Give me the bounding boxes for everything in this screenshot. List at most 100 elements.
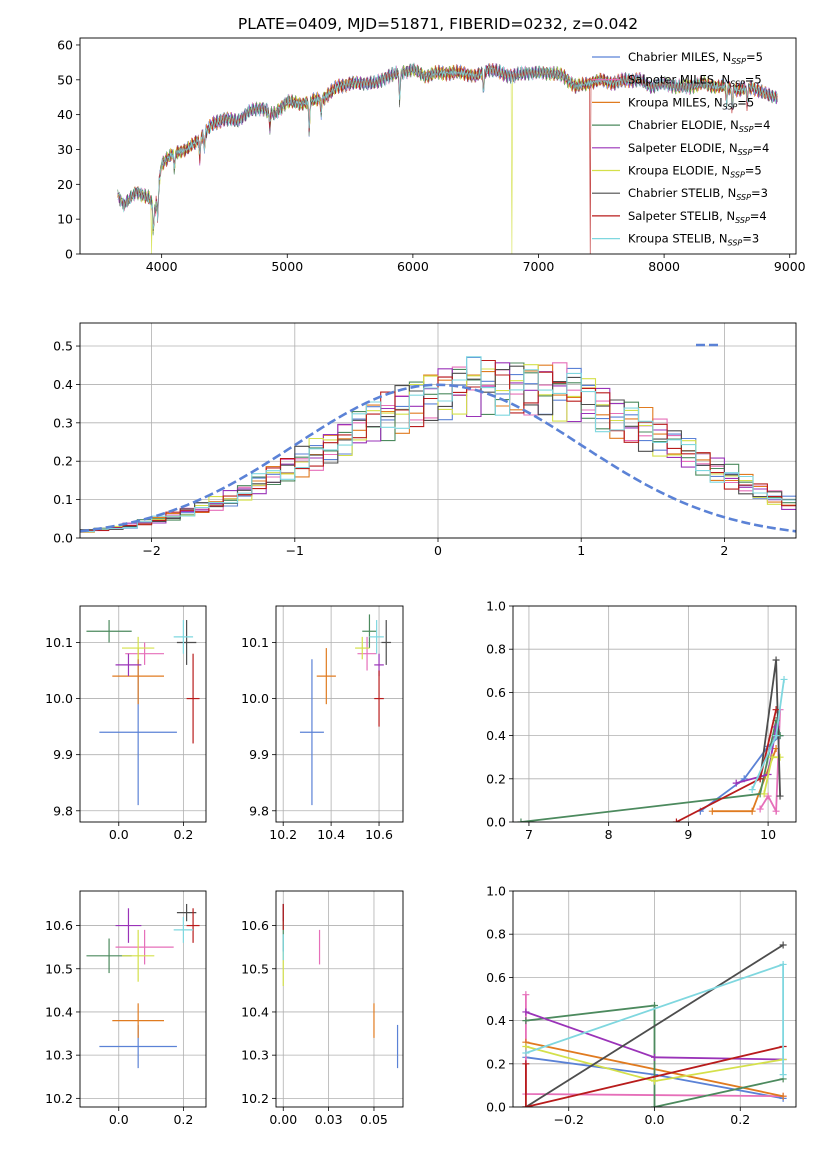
y-tick-label: 10.6	[45, 918, 73, 933]
errorbars	[86, 903, 200, 1069]
legend-entry-salpeter-miles: Salpeter MILES, NSSP=5	[628, 73, 762, 89]
y-tick-label: 0.5	[53, 339, 73, 354]
weight-line-salpeter-stelib	[525, 1045, 784, 1107]
x-tick-label: 10.6	[365, 827, 393, 842]
weight-marker-salpeter-elodie	[732, 779, 740, 787]
legend-label: Salpeter MILES, N	[628, 73, 730, 87]
axes-spectrum: 4000 5000 6000 7000 8000 9000 0 10 20 30 40 50 60 Cha…	[57, 37, 806, 274]
histograms	[80, 356, 796, 533]
y-tick-label: 10.6	[241, 918, 269, 933]
x-tick-label: 0.0	[109, 827, 129, 842]
legend-label: Chabrier MILES, N	[628, 50, 731, 64]
y-tick-label: 0.0	[486, 815, 506, 830]
y-tick-label: 10.1	[241, 635, 269, 650]
y-tick-label: 0.2	[486, 771, 506, 786]
errorbar-chabrier-miles	[299, 659, 324, 806]
axes-age-vs-mass: 10.2 10.4 10.6 9.8 9.9 10.0 10.1	[241, 605, 404, 842]
axes-frame	[275, 605, 404, 823]
x-tick-label: 1	[577, 543, 585, 558]
errorbar-salpeter-miles	[125, 642, 164, 665]
x-tick-label: 9	[684, 827, 692, 842]
legend-tail: =4	[754, 118, 771, 132]
y-tick-label: 50	[57, 72, 73, 87]
weight-marker-salpeter-miles	[522, 991, 530, 999]
legend-sub: SSP	[739, 125, 754, 134]
legend-tail: =5	[746, 50, 763, 64]
y-tick-label: 0.4	[53, 377, 73, 392]
weight-marker-salpeter-stelib	[772, 706, 780, 714]
y-tick-label: 10.1	[45, 635, 73, 650]
x-tick-label: 0	[434, 543, 442, 558]
errorbar-kroupa-elodie	[355, 636, 370, 660]
y-tick-label: 10.2	[241, 1091, 269, 1106]
y-tick-label: 0.2	[53, 454, 73, 469]
x-tick-label: 8000	[648, 259, 680, 274]
axes-mass-vs-ebv: 0.00 0.03 0.05 10.2 10.3 10.4 10.5 10.6	[241, 890, 404, 1127]
axes-frame	[79, 322, 797, 539]
errorbars	[86, 620, 200, 806]
legend-tail: =4	[750, 209, 767, 223]
y-tick-label: 9.9	[249, 747, 269, 762]
weight-line-chabrier-stelib	[525, 944, 784, 1107]
y-tick-label: 0.1	[53, 492, 73, 507]
errorbar-salpeter-elodie	[115, 908, 142, 943]
legend-label: Chabrier STELIB, N	[628, 186, 736, 200]
legend-entry-salpeter-stelib: Salpeter STELIB, NSSP=4	[628, 209, 767, 225]
histogram-chabrier-stelib	[80, 365, 796, 531]
legend-tail: =3	[742, 232, 759, 246]
weight-marker-salpeter-elodie	[651, 1053, 658, 1061]
x-tick-label: 0.2	[173, 1112, 193, 1127]
legend-label: Chabrier ELODIE, N	[628, 118, 739, 132]
weight-marker-chabrier-elodie	[522, 1017, 530, 1025]
legend-entry-kroupa-miles: Kroupa MILES, NSSP=5	[628, 95, 754, 111]
axes-frame	[79, 37, 797, 255]
weight-marker-kroupa-elodie	[760, 790, 768, 798]
x-tick-label: 8	[605, 827, 613, 842]
errorbars	[299, 614, 392, 806]
weight-marker-chabrier-stelib	[772, 656, 780, 664]
y-tick-label: 10.3	[241, 1048, 269, 1063]
y-tick-label: 40	[57, 107, 73, 122]
legend-label: Kroupa ELODIE, N	[628, 164, 730, 178]
legend-sub: SSP	[735, 216, 750, 225]
y-tick-label: 30	[57, 142, 73, 157]
weight-line-salpeter-miles	[759, 709, 781, 815]
y-tick-label: 1.0	[486, 599, 506, 614]
gaussian-curve	[80, 383, 796, 533]
weight-marker-kroupa-elodie	[522, 1043, 530, 1051]
y-tick-label: 0.3	[53, 415, 73, 430]
errorbar-salpeter-elodie	[115, 653, 142, 677]
y-tick-label: 10	[57, 212, 73, 227]
errorbar-salpeter-stelib	[186, 908, 200, 943]
legend-sub: SSP	[731, 57, 746, 66]
weight-marker-kroupa-stelib	[779, 960, 787, 968]
y-tick-label: 10.5	[241, 961, 269, 976]
y-tick-label: 0.6	[486, 970, 506, 985]
spectrum-lines	[117, 62, 778, 254]
weight-marker-salpeter-stelib	[672, 818, 680, 822]
histogram-kroupa-stelib	[80, 356, 796, 533]
legend-entry-kroupa-stelib: Kroupa STELIB, NSSP=3	[628, 232, 759, 248]
weight-marker-kroupa-elodie	[768, 753, 776, 761]
legend-entry-chabrier-stelib: Chabrier STELIB, NSSP=3	[628, 186, 768, 202]
axes-frame	[79, 890, 207, 1108]
weight-marker-kroupa-stelib	[780, 675, 788, 683]
axes-frame	[275, 890, 404, 1108]
errorbar-chabrier-stelib	[176, 620, 197, 665]
weight-marker-kroupa-stelib	[748, 786, 756, 794]
y-tick-label: 0.4	[486, 728, 506, 743]
errorbar-chabrier-stelib	[381, 620, 392, 665]
errorbar-kroupa-stelib	[369, 620, 384, 654]
errorbar-kroupa-elodie	[122, 929, 155, 982]
weight-marker-kroupa-miles	[779, 1092, 787, 1100]
x-tick-label: −0.2	[554, 1112, 584, 1127]
weight-marker-kroupa-stelib	[779, 1071, 787, 1079]
weight-marker-chabrier-stelib	[779, 941, 787, 949]
y-tick-label: 9.9	[53, 747, 73, 762]
y-tick-label: 10.2	[45, 1091, 73, 1106]
y-tick-label: 10.0	[241, 691, 269, 706]
errorbar-kroupa-miles	[316, 648, 336, 705]
weight-marker-salpeter-miles	[764, 792, 772, 800]
errorbar-salpeter-stelib	[374, 670, 384, 727]
axes-frame	[512, 605, 797, 823]
